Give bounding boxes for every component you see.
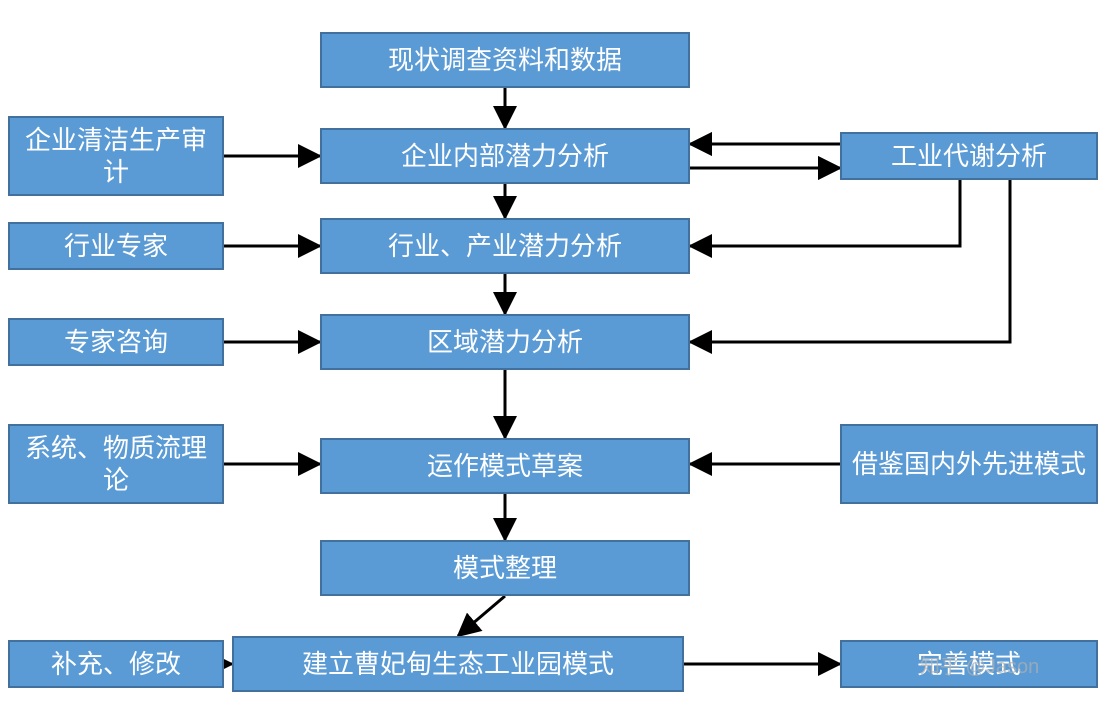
watermark: 知乎 @Jason: [920, 650, 1039, 679]
node-n_borrow: 借鉴国内外先进模式: [840, 424, 1098, 504]
node-n_internal: 企业内部潜力分析: [320, 128, 690, 184]
node-n_audit: 企业清洁生产审计: [8, 116, 224, 196]
node-n_sector: 行业、产业潜力分析: [320, 218, 690, 274]
node-n_data: 现状调查资料和数据: [320, 32, 690, 88]
node-n_build: 建立曹妃甸生态工业园模式: [232, 636, 684, 692]
node-n_experts: 行业专家: [8, 222, 224, 270]
node-n_draft: 运作模式草案: [320, 438, 690, 494]
node-n_consult: 专家咨询: [8, 318, 224, 366]
node-n_supplement: 补充、修改: [8, 640, 224, 688]
node-n_theory: 系统、物质流理论: [8, 424, 224, 504]
node-n_region: 区域潜力分析: [320, 314, 690, 370]
node-n_metabolism: 工业代谢分析: [840, 132, 1098, 180]
node-n_arrange: 模式整理: [320, 540, 690, 596]
